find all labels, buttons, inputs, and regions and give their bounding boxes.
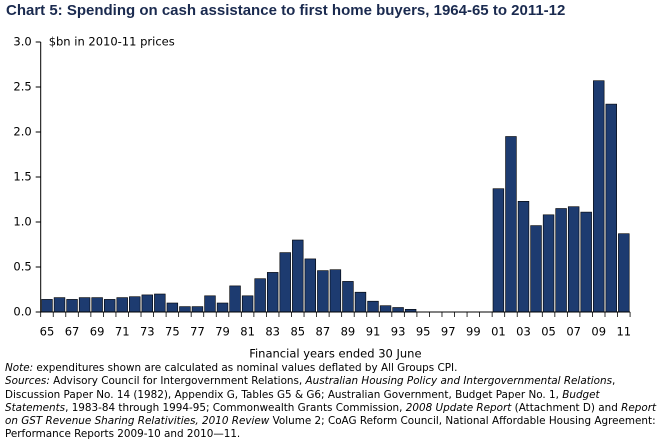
bar [91, 297, 103, 313]
x-tick-label: 03 [516, 325, 531, 339]
bar [292, 239, 304, 313]
x-axis-title: Financial years ended 30 June [249, 347, 421, 361]
x-tick-label: 95 [416, 325, 431, 339]
bar [517, 201, 530, 313]
bar [78, 297, 91, 313]
bar [367, 300, 379, 313]
bar [141, 294, 153, 313]
chart: $bn in 2010-11 prices 0.0 0.5 1.0 1.5 2.0 2.5 3… [13, 35, 631, 361]
bar [41, 299, 53, 313]
sources-text: (Attachment D) and [511, 401, 622, 414]
bar [66, 299, 78, 313]
x-tick-label: 87 [316, 325, 331, 339]
x-tick-label: 07 [566, 325, 581, 339]
notes: Note: expenditures shown are calculated … [5, 362, 657, 442]
x-tick-label: 89 [341, 325, 356, 339]
bar [179, 306, 191, 313]
x-tick-label: 85 [290, 325, 305, 339]
x-tick-label: 75 [165, 325, 180, 339]
y-tick-label: 0.5 [13, 260, 31, 274]
bar [580, 211, 592, 313]
bar [154, 293, 166, 313]
bar [555, 208, 567, 313]
bar [254, 278, 266, 313]
y-tick-label: 0.0 [13, 305, 31, 319]
bar [618, 233, 630, 313]
bar [567, 206, 580, 313]
sources-text: Report on GST Revenue Sharing Relativiti… [5, 401, 657, 428]
y-tick-label: 2.5 [13, 80, 31, 94]
bar [229, 285, 241, 313]
y-tick-label: 3.0 [13, 35, 31, 49]
note-label: Note: [5, 362, 34, 374]
x-tick-label: 01 [491, 325, 506, 339]
bar [379, 305, 392, 313]
x-tick-label: 81 [240, 325, 255, 339]
sources-text: Australian Housing Policy and Intergover… [305, 375, 613, 388]
sources-text: Volume 2; CoAG Reform Council, National … [5, 415, 656, 441]
bar [53, 297, 66, 313]
bar [241, 295, 254, 313]
y-tick-label: 1.5 [13, 170, 31, 184]
bar [317, 270, 329, 313]
bar [304, 258, 317, 313]
bar [605, 103, 617, 313]
y-tick-label: 2.0 [13, 125, 31, 139]
bar [530, 225, 542, 313]
x-tick-label: 97 [441, 325, 456, 339]
bar [166, 302, 179, 313]
sources-text: 2008 Update Report [405, 401, 512, 414]
x-tick-label: 99 [466, 325, 481, 339]
sources-text: Budget Statements [5, 388, 600, 414]
bar [492, 188, 505, 313]
x-tick-label: 69 [90, 325, 105, 339]
bar [216, 302, 229, 313]
x-tick-label: 11 [616, 325, 631, 339]
x-tick-label: 93 [391, 325, 406, 339]
bar [266, 272, 279, 313]
x-tick-label: 73 [140, 325, 155, 339]
sources-text: , Discussion Paper No. 14 (1982), Append… [5, 375, 616, 401]
chart-title: Chart 5: Spending on cash assistance to … [6, 2, 566, 19]
bar [103, 299, 116, 313]
x-tick-label: 05 [541, 325, 556, 339]
y-tick-label: 1.0 [13, 215, 31, 229]
note-text: expenditures shown are calculated as nom… [33, 362, 458, 374]
note: Note: expenditures shown are calculated … [5, 362, 657, 375]
bar [542, 214, 555, 313]
bar [129, 296, 141, 313]
y-unit-label: $bn in 2010-11 prices [49, 35, 175, 49]
bar [329, 269, 342, 313]
sources-label: Sources: [5, 375, 50, 388]
x-tick-label: 79 [215, 325, 230, 339]
bar [116, 297, 128, 313]
x-tick-label: 65 [40, 325, 55, 339]
bar [593, 80, 605, 313]
bar [505, 136, 517, 313]
x-tick-label: 67 [65, 325, 80, 339]
sources-text: Advisory Council for Intergovernment Rel… [49, 375, 306, 388]
x-tick-label: 71 [115, 325, 130, 339]
bar [342, 281, 354, 313]
bar [279, 252, 291, 313]
bar [191, 306, 204, 313]
sources: Sources: Advisory Council for Intergover… [5, 375, 657, 441]
x-tick-label: 77 [190, 325, 205, 339]
sources-text: , 1983-84 through 1994-95; Commonwealth … [65, 401, 406, 414]
x-tick-label: 83 [265, 325, 280, 339]
x-tick-label: 91 [366, 325, 381, 339]
bar [392, 307, 404, 313]
bar [354, 291, 367, 313]
bar [204, 295, 216, 313]
x-tick-label: 09 [591, 325, 606, 339]
